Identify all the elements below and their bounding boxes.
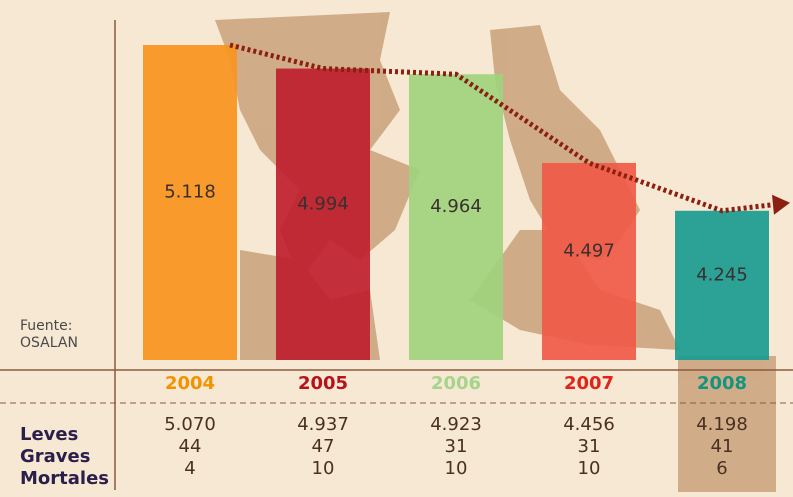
value-label: 5.118: [164, 182, 216, 203]
table-cell: 31: [445, 436, 468, 457]
table-cell: 4.456: [563, 414, 615, 435]
table-cell: 4.923: [430, 414, 482, 435]
row-label: Leves: [20, 424, 78, 445]
arrow-head: [772, 195, 790, 215]
value-label: 4.964: [430, 196, 482, 217]
table-cell: 47: [312, 436, 335, 457]
value-label: 4.497: [563, 240, 615, 261]
year-label: 2008: [697, 373, 747, 394]
value-label: 4.245: [696, 264, 748, 285]
source-label: OSALAN: [20, 335, 78, 351]
table-cell: 10: [578, 458, 601, 479]
chart: Fuente: OSALAN 5.11820045.0704444.994200…: [0, 0, 793, 497]
table-cell: 10: [445, 458, 468, 479]
year-label: 2005: [298, 373, 348, 394]
table-cell: 31: [578, 436, 601, 457]
value-label: 4.994: [297, 193, 349, 214]
bar: [143, 45, 237, 360]
table-cell: 4: [184, 458, 195, 479]
table-cell: 6: [716, 458, 727, 479]
source-label: Fuente:: [20, 318, 72, 334]
year-label: 2007: [564, 373, 614, 394]
table-cell: 4.937: [297, 414, 349, 435]
table-cell: 10: [312, 458, 335, 479]
table-cell: 5.070: [164, 414, 216, 435]
row-label: Graves: [20, 446, 90, 467]
table-cell: 4.198: [696, 414, 748, 435]
year-label: 2006: [431, 373, 481, 394]
table-cell: 44: [179, 436, 202, 457]
table-cell: 41: [711, 436, 734, 457]
year-label: 2004: [165, 373, 215, 394]
page: {"chart_data": {"type": "bar", "categori…: [0, 0, 793, 497]
row-label: Mortales: [20, 468, 109, 489]
